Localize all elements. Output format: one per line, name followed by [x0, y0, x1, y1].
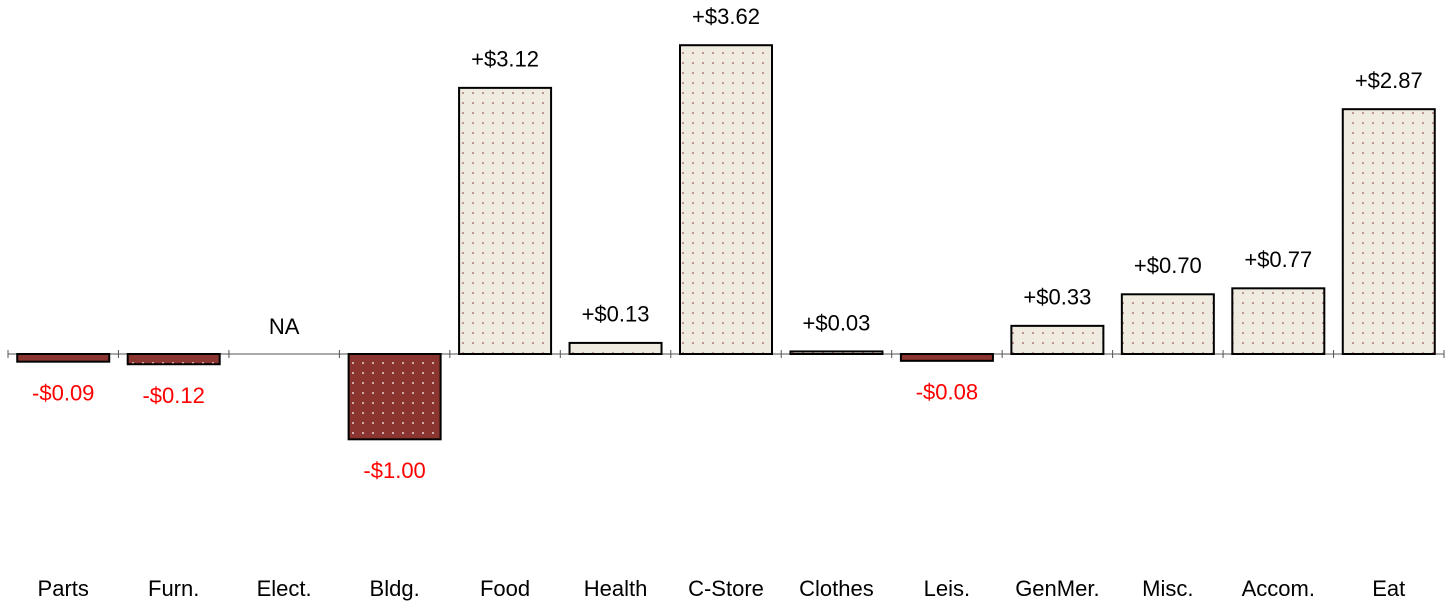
bar [1231, 287, 1326, 355]
value-label: NA [269, 314, 300, 339]
value-label: +$0.33 [1023, 285, 1091, 310]
x-tick-label: C-Store [688, 576, 764, 601]
value-label: -$1.00 [363, 458, 425, 483]
value-label: +$3.12 [471, 47, 539, 72]
bar [679, 44, 773, 356]
value-label: -$0.08 [916, 380, 978, 405]
x-tick-label: GenMer. [1015, 576, 1099, 601]
value-label: +$0.03 [803, 310, 871, 335]
x-tick-label: Furn. [148, 576, 199, 601]
value-label: +$2.87 [1355, 68, 1423, 93]
x-tick-label: Eat [1372, 576, 1405, 601]
value-label: -$0.09 [32, 380, 94, 405]
bar [789, 350, 884, 356]
bar [458, 86, 553, 355]
bar [347, 353, 442, 441]
bar [1010, 324, 1105, 356]
x-tick-label: Food [480, 576, 530, 601]
value-label: +$0.77 [1244, 247, 1312, 272]
bar [16, 353, 111, 363]
x-tick-label: Elect. [257, 576, 312, 601]
bar [126, 353, 221, 366]
bar [1120, 293, 1215, 356]
value-label: +$0.70 [1134, 253, 1202, 278]
x-tick-label: Bldg. [370, 576, 420, 601]
bar [568, 341, 663, 356]
x-tick-label: Leis. [924, 576, 970, 601]
bar [899, 353, 994, 362]
bar [1341, 108, 1436, 356]
x-tick-label: Clothes [799, 576, 874, 601]
x-tick-label: Health [584, 576, 648, 601]
x-tick-label: Parts [38, 576, 89, 601]
value-label: +$3.62 [692, 4, 760, 29]
value-label: +$0.13 [582, 302, 650, 327]
value-label: -$0.12 [142, 383, 204, 408]
x-tick-label: Misc. [1142, 576, 1193, 601]
x-tick-label: Accom. [1242, 576, 1315, 601]
